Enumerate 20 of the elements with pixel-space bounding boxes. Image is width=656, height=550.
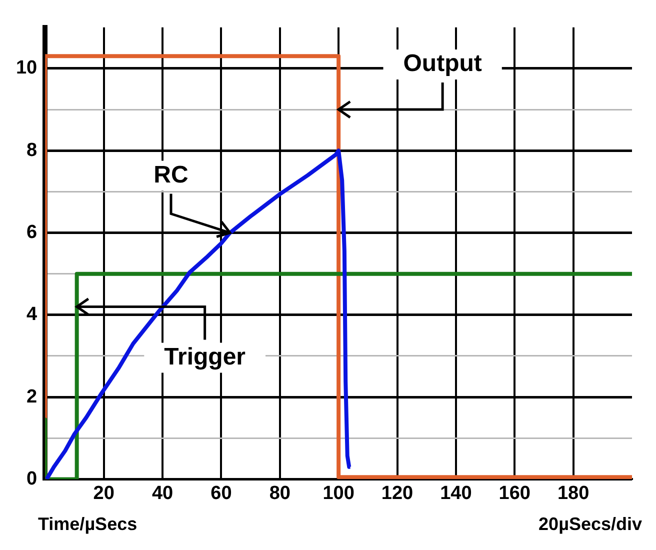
x-tick-label: 100 — [322, 482, 354, 504]
y-tick-label: 4 — [26, 304, 38, 326]
y-tick-label: 10 — [16, 58, 38, 79]
x-tick-label: 20 — [93, 482, 114, 504]
y-tick-label: 2 — [26, 386, 38, 408]
x-tick-label: 80 — [269, 482, 290, 504]
annotation: RC — [154, 161, 188, 188]
x-tick-label: 40 — [152, 482, 174, 504]
x-tick-label: 180 — [557, 482, 590, 504]
x-tick-label: 120 — [381, 482, 414, 504]
y-tick-label: 0 — [26, 468, 38, 490]
x-tick-label: 160 — [498, 482, 530, 504]
text: 20µSecs/div — [538, 514, 642, 535]
annotation: Trigger — [164, 343, 246, 370]
x-tick-label: 140 — [440, 482, 472, 504]
y-tick-label: 8 — [26, 140, 38, 161]
annotation: Output — [403, 50, 482, 78]
x-axis-title: Time/µSecs — [38, 514, 138, 535]
x-tick-label: 60 — [210, 482, 232, 504]
y-tick-label: 6 — [26, 222, 38, 243]
